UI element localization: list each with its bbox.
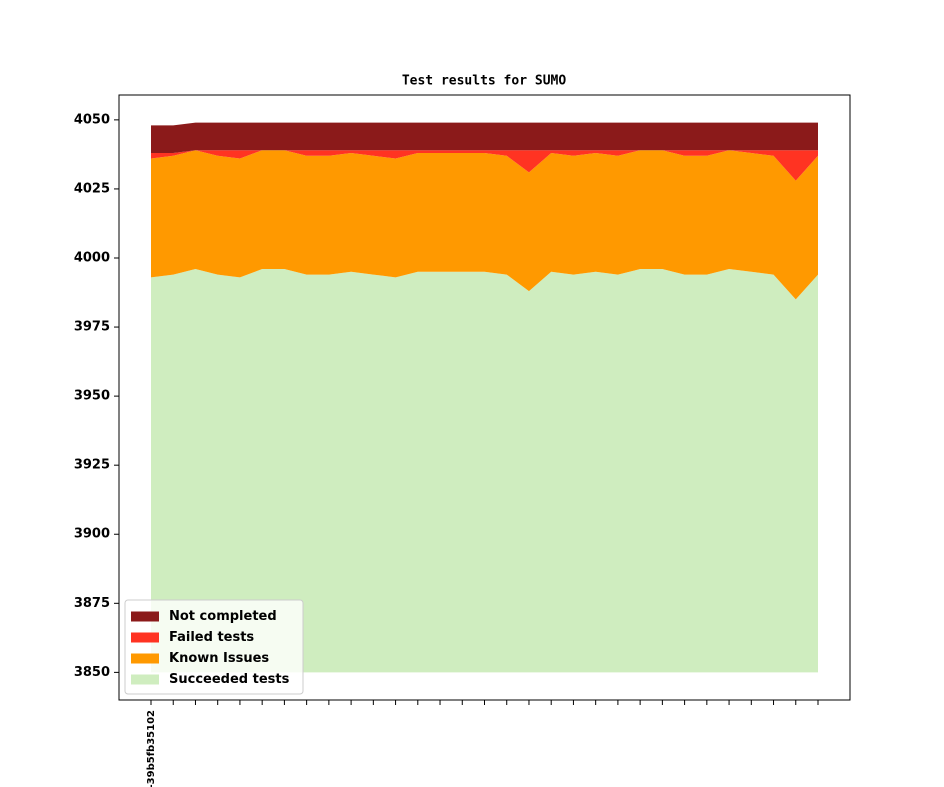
legend-swatch: [131, 611, 159, 622]
y-tick-label: 3900: [74, 527, 110, 542]
areas: [151, 122, 818, 673]
x-tick-label: -39b5fb35102: [146, 710, 157, 787]
area: [151, 269, 818, 673]
legend-box: [124, 599, 304, 695]
legend-swatch: [131, 632, 159, 643]
legend-swatch: [131, 653, 159, 664]
chart-title: Test results for SUMO: [402, 74, 567, 89]
y-tick-label: 3850: [74, 665, 110, 680]
y-tick-label: 3875: [74, 596, 110, 611]
area: [151, 122, 818, 154]
legend-label: Not completed: [169, 609, 277, 624]
legend-label: Known Issues: [169, 651, 269, 666]
y-tick-label: 4025: [74, 181, 110, 196]
area: [151, 150, 818, 181]
legend-label: Failed tests: [169, 630, 254, 645]
legend-label: Succeeded tests: [169, 672, 290, 687]
legend-swatch: [131, 674, 159, 685]
y-tick-label: 3950: [74, 389, 110, 404]
y-tick-label: 4000: [74, 250, 110, 265]
y-tick-label: 3925: [74, 458, 110, 473]
y-tick-label: 4050: [74, 112, 110, 127]
y-tick-label: 3975: [74, 320, 110, 335]
area: [151, 150, 818, 300]
